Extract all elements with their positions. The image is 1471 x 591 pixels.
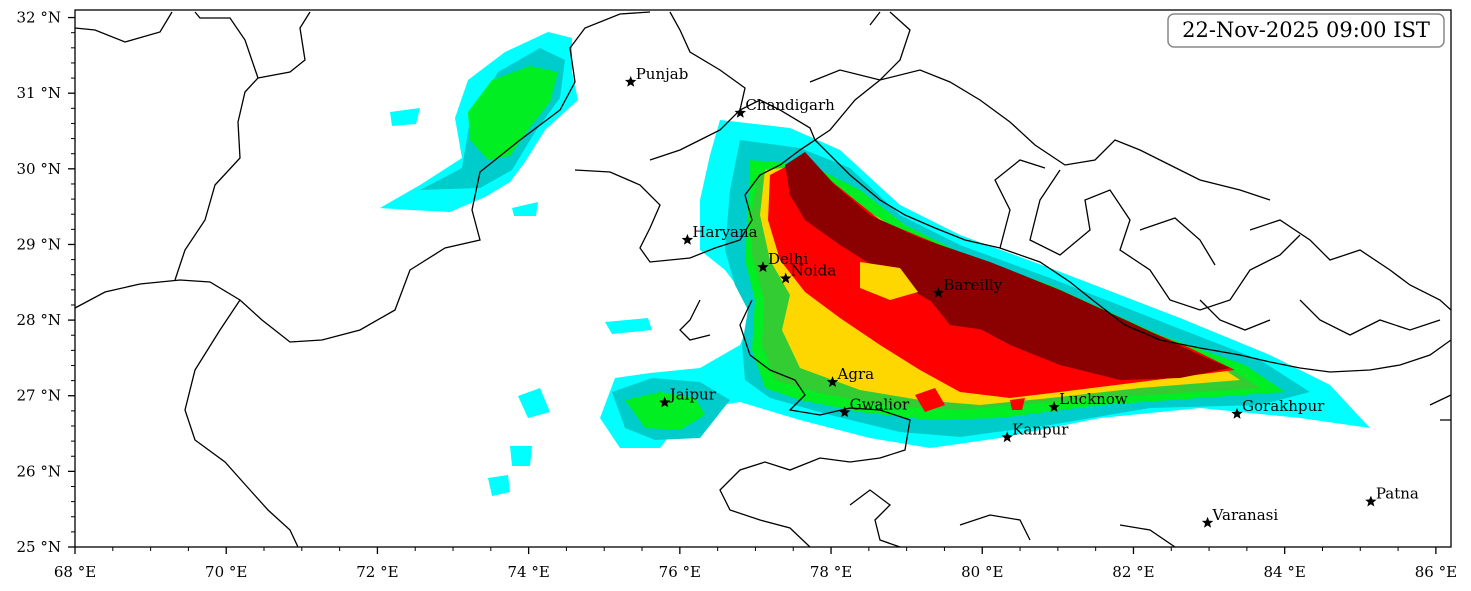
state-borders (75, 11, 1451, 547)
city-marker-icon (757, 261, 769, 272)
x-tick-label: 80 °E (961, 563, 1003, 581)
border-line (75, 11, 651, 343)
y-tick-label: 32 °N (17, 9, 61, 27)
fog-patch-gold-inner (860, 262, 918, 300)
x-tick-label: 74 °E (507, 563, 549, 581)
city-label: Punjab (636, 65, 689, 83)
city-label: Gorakhpur (1242, 397, 1325, 415)
fog-patch-red-south (915, 388, 1025, 412)
border-line (669, 11, 746, 111)
border-line (809, 69, 1271, 201)
city-label: Bareilly (943, 276, 1002, 294)
city-label: Lucknow (1059, 390, 1128, 408)
border-line (814, 139, 1451, 373)
fog-layer (380, 32, 1370, 496)
fog-patch-jaipur-green (625, 392, 705, 430)
city-marker-icon (826, 376, 839, 387)
fog-patch-dark-red-bareilly (925, 268, 1010, 330)
x-tick-label: 86 °E (1415, 563, 1457, 581)
x-tick-label: 72 °E (356, 563, 398, 581)
city-marker-icon (734, 106, 746, 118)
border-line (1029, 169, 1301, 311)
city-marker-icon (838, 406, 851, 418)
axes: 68 °E 70 °E 72 °E 74 °E 76 °E 78 °E 80 °E 82 °E… (17, 9, 1458, 581)
border-line (994, 159, 1451, 311)
city-marker-icon (659, 396, 671, 408)
timestamp-label: 22-Nov-2025 09:00 IST (1182, 18, 1430, 42)
border-line (719, 299, 911, 547)
city-label: Agra (837, 365, 875, 383)
x-tick-label: 84 °E (1264, 563, 1306, 581)
y-tick-label: 29 °N (17, 235, 61, 253)
city-marker-icon (1231, 407, 1243, 419)
timestamp-frame (1167, 13, 1445, 48)
x-tick-label: 68 °E (54, 563, 96, 581)
city-label: Kanpur (1012, 420, 1069, 438)
x-tick-label: 76 °E (659, 563, 701, 581)
y-tick-label: 31 °N (17, 84, 61, 102)
city-label: Delhi (768, 250, 808, 268)
city-marker-icon (1001, 431, 1013, 443)
city-label: Jaipur (668, 386, 717, 404)
y-tick-label: 26 °N (17, 462, 61, 480)
y-tick-label: 28 °N (17, 311, 61, 329)
fog-patch-nw-green (468, 66, 558, 160)
timestamp-box: 22-Nov-2025 09:00 IST (1167, 13, 1445, 48)
fog-level-7 (785, 152, 1230, 380)
x-tick-label: 78 °E (810, 563, 852, 581)
city-marker-icon (1048, 401, 1060, 412)
city-label: Haryana (692, 223, 757, 241)
city-marker-icon (1201, 516, 1214, 528)
city-label: Patna (1376, 485, 1419, 503)
border-line (679, 299, 711, 341)
border-line (849, 489, 1176, 547)
y-tick-label: 30 °N (17, 160, 61, 178)
border-line (257, 11, 311, 79)
border-line (1429, 394, 1451, 421)
y-tick-label: 27 °N (17, 387, 61, 405)
city-label: Varanasi (1212, 506, 1279, 524)
city-label: Chandigarh (745, 96, 835, 114)
border-line (75, 11, 259, 281)
city-label: Noida (791, 262, 837, 280)
city-marker-icon (932, 286, 945, 298)
border-line (1199, 299, 1441, 336)
city-label: Gwalior (850, 395, 910, 413)
plot-frame (74, 9, 1452, 548)
city-marker-icon (780, 272, 792, 284)
x-tick-label: 70 °E (205, 563, 247, 581)
x-tick-label: 82 °E (1112, 563, 1154, 581)
y-tick-label: 25 °N (17, 538, 61, 556)
city-marker-icon (681, 233, 694, 245)
border-line (574, 99, 816, 263)
border-line (184, 299, 299, 547)
city-marker-icon (625, 75, 637, 87)
city-marker-icon (1365, 495, 1377, 507)
